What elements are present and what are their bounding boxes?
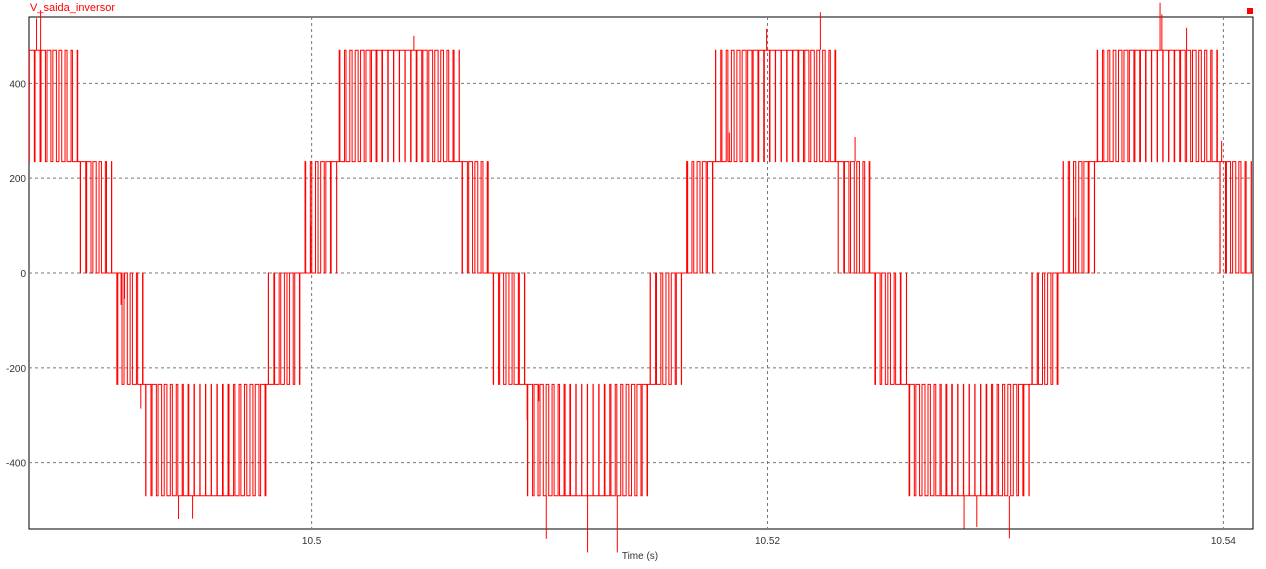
x-tick-label: 10.52 <box>755 536 780 547</box>
x-tick-label: 10.54 <box>1211 536 1236 547</box>
series-title: V_saida_inversor <box>30 2 115 14</box>
y-tick-label: 200 <box>9 174 26 185</box>
y-tick-label: 0 <box>20 269 26 280</box>
legend-marker-icon <box>1247 8 1253 14</box>
x-tick-label: 10.5 <box>302 536 322 547</box>
waveform-layer <box>28 2 1253 553</box>
y-tick-label: -400 <box>6 459 26 470</box>
x-axis-label: Time (s) <box>622 551 658 562</box>
series-line <box>28 49 1253 497</box>
grid <box>29 17 1253 529</box>
y-axis-ticks: 400 200 0 -200 -400 <box>6 79 26 469</box>
y-tick-label: -200 <box>6 364 26 375</box>
y-tick-label: 400 <box>9 79 26 90</box>
x-axis-ticks: 10.5 10.52 10.54 <box>302 536 1236 547</box>
